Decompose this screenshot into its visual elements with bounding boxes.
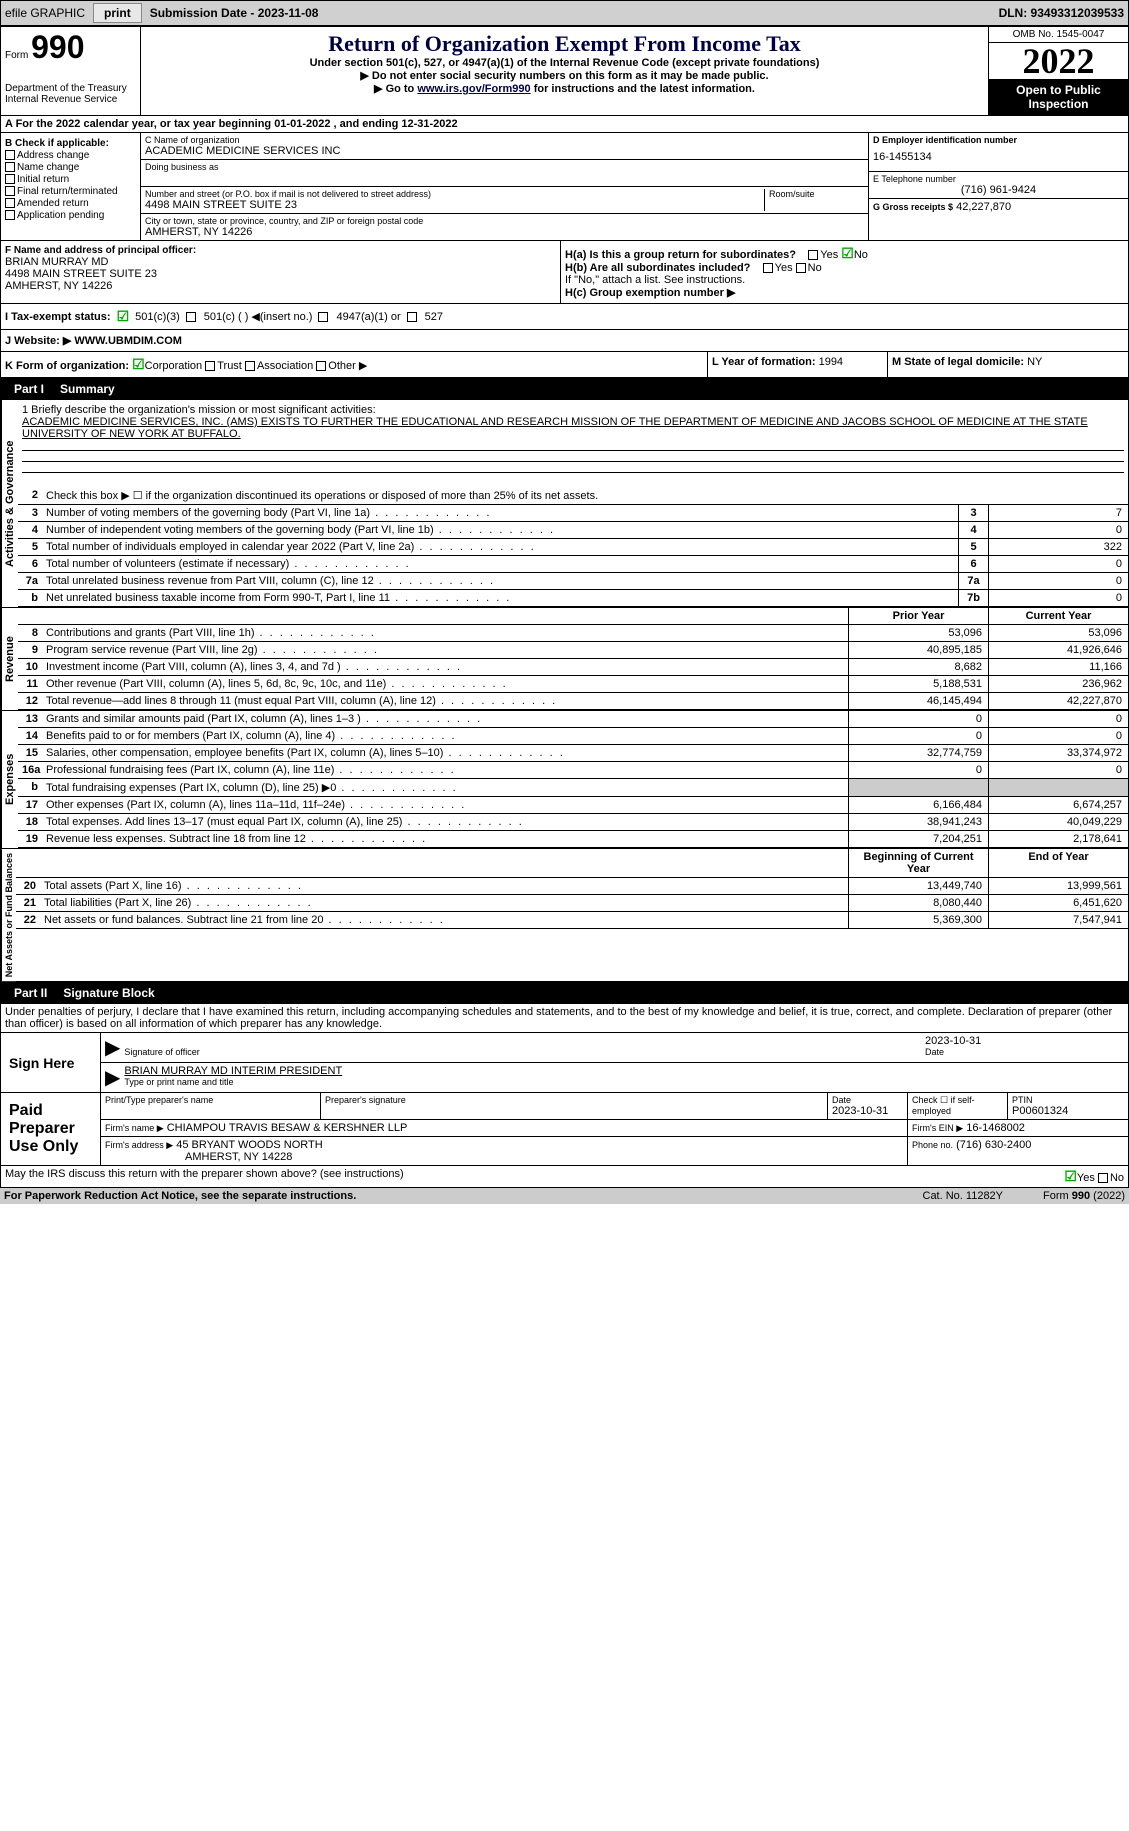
paid-prep-label: Paid Preparer Use Only <box>1 1093 101 1165</box>
sign-section: Sign Here ▶ Signature of officer 2023-10… <box>0 1033 1129 1166</box>
net-label: Net Assets or Fund Balances <box>1 849 16 981</box>
irs-link[interactable]: www.irs.gov/Form990 <box>417 83 530 95</box>
top-toolbar: efile GRAPHIC print Submission Date - 20… <box>0 0 1129 26</box>
governance-section: Activities & Governance 1 Briefly descri… <box>0 400 1129 608</box>
ein-value: 16-1455134 <box>873 145 1124 169</box>
expense-section: Expenses 13Grants and similar amounts pa… <box>0 711 1129 849</box>
gross-value: 42,227,870 <box>956 201 1011 213</box>
penalties-text: Under penalties of perjury, I declare th… <box>0 1004 1129 1033</box>
header-right: OMB No. 1545-0047 2022 Open to Public In… <box>988 27 1128 115</box>
right-column: D Employer identification number 16-1455… <box>868 133 1128 240</box>
status-label: I Tax-exempt status: <box>5 311 111 323</box>
print-button[interactable]: print <box>93 3 142 23</box>
part2-header: Part II Signature Block <box>0 982 1129 1004</box>
h-section: H(a) Is this a group return for subordin… <box>561 241 1128 303</box>
hc-row: H(c) Group exemption number ▶ <box>565 286 1124 299</box>
dln-label: DLN: 93493312039533 <box>999 6 1124 20</box>
hb-note: If "No," attach a list. See instructions… <box>565 274 1124 286</box>
discuss-row: May the IRS discuss this return with the… <box>0 1166 1129 1188</box>
org-name: ACADEMIC MEDICINE SERVICES INC <box>145 145 864 157</box>
sign-here-label: Sign Here <box>1 1033 101 1092</box>
header-mid: Return of Organization Exempt From Incom… <box>141 27 988 115</box>
mission-text: ACADEMIC MEDICINE SERVICES, INC. (AMS) E… <box>22 416 1124 440</box>
calendar-year-row: A For the 2022 calendar year, or tax yea… <box>0 116 1129 133</box>
officer-label: F Name and address of principal officer: <box>5 245 556 256</box>
cb-name: Name change <box>5 162 136 173</box>
form-org-row: K Form of organization: ☑Corporation Tru… <box>0 352 1129 378</box>
irs-label: Internal Revenue Service <box>5 94 136 105</box>
officer-block: F Name and address of principal officer:… <box>1 241 561 303</box>
room-label: Room/suite <box>769 189 864 199</box>
tax-year: 2022 <box>989 43 1128 79</box>
ssn-warning: ▶ Do not enter social security numbers o… <box>145 69 984 82</box>
exp-label: Expenses <box>1 711 18 848</box>
cat-no: Cat. No. 11282Y <box>923 1190 1004 1202</box>
cb-final: Final return/terminated <box>5 186 136 197</box>
hb-row: H(b) Are all subordinates included? Yes … <box>565 262 1124 274</box>
officer-addr1: 4498 MAIN STREET SUITE 23 <box>5 268 556 280</box>
city-label: City or town, state or province, country… <box>145 216 864 226</box>
revenue-section: Revenue Prior Year Current Year 8Contrib… <box>0 608 1129 711</box>
form-prefix: Form <box>5 50 28 61</box>
website-value: WWW.UBMDIM.COM <box>74 335 182 347</box>
form-number: 990 <box>31 29 84 65</box>
part1-header: Part I Summary <box>0 378 1129 400</box>
cb-initial: Initial return <box>5 174 136 185</box>
officer-name: BRIAN MURRAY MD <box>5 256 556 268</box>
mission-block: 1 Briefly describe the organization's mi… <box>18 400 1128 487</box>
cb-pending: Application pending <box>5 210 136 221</box>
cb-address: Address change <box>5 150 136 161</box>
paperwork-notice: For Paperwork Reduction Act Notice, see … <box>4 1190 356 1202</box>
form-subtitle: Under section 501(c), 527, or 4947(a)(1)… <box>145 57 984 69</box>
rev-label: Revenue <box>1 608 18 710</box>
officer-addr2: AMHERST, NY 14226 <box>5 280 556 292</box>
phone-value: (716) 961-9424 <box>873 184 1124 196</box>
officer-sig-name: BRIAN MURRAY MD INTERIM PRESIDENT <box>124 1065 1124 1077</box>
officer-row: F Name and address of principal officer:… <box>0 241 1129 304</box>
form-title: Return of Organization Exempt From Incom… <box>145 31 984 57</box>
check-b-label: B Check if applicable: <box>5 138 136 149</box>
submission-date: Submission Date - 2023-11-08 <box>150 6 319 20</box>
org-address: 4498 MAIN STREET SUITE 23 <box>145 199 764 211</box>
gov-label: Activities & Governance <box>1 400 18 607</box>
org-city: AMHERST, NY 14226 <box>145 226 864 238</box>
tax-status-row: I Tax-exempt status: ☑501(c)(3) 501(c) (… <box>0 304 1129 330</box>
website-row: J Website: ▶ WWW.UBMDIM.COM <box>0 330 1129 352</box>
efile-label: efile GRAPHIC <box>5 6 85 20</box>
dba-label: Doing business as <box>145 162 864 172</box>
open-public-badge: Open to Public Inspection <box>989 79 1128 115</box>
dept-label: Department of the Treasury <box>5 83 136 94</box>
cb-amended: Amended return <box>5 198 136 209</box>
form-footer: Form 990 (2022) <box>1043 1190 1125 1202</box>
net-section: Net Assets or Fund Balances Beginning of… <box>0 849 1129 982</box>
gross-label: G Gross receipts $ <box>873 202 953 212</box>
phone-label: E Telephone number <box>873 174 1124 184</box>
goto-instr: ▶ Go to www.irs.gov/Form990 for instruct… <box>145 82 984 95</box>
org-name-label: C Name of organization <box>145 135 864 145</box>
form-header: Form 990 Department of the Treasury Inte… <box>0 26 1129 116</box>
addr-label: Number and street (or P.O. box if mail i… <box>145 189 764 199</box>
org-column: C Name of organization ACADEMIC MEDICINE… <box>141 133 868 240</box>
check-column: B Check if applicable: Address change Na… <box>1 133 141 240</box>
info-block: B Check if applicable: Address change Na… <box>0 133 1129 241</box>
ha-row: H(a) Is this a group return for subordin… <box>565 245 1124 262</box>
header-left: Form 990 Department of the Treasury Inte… <box>1 27 141 115</box>
ein-label: D Employer identification number <box>873 135 1124 145</box>
